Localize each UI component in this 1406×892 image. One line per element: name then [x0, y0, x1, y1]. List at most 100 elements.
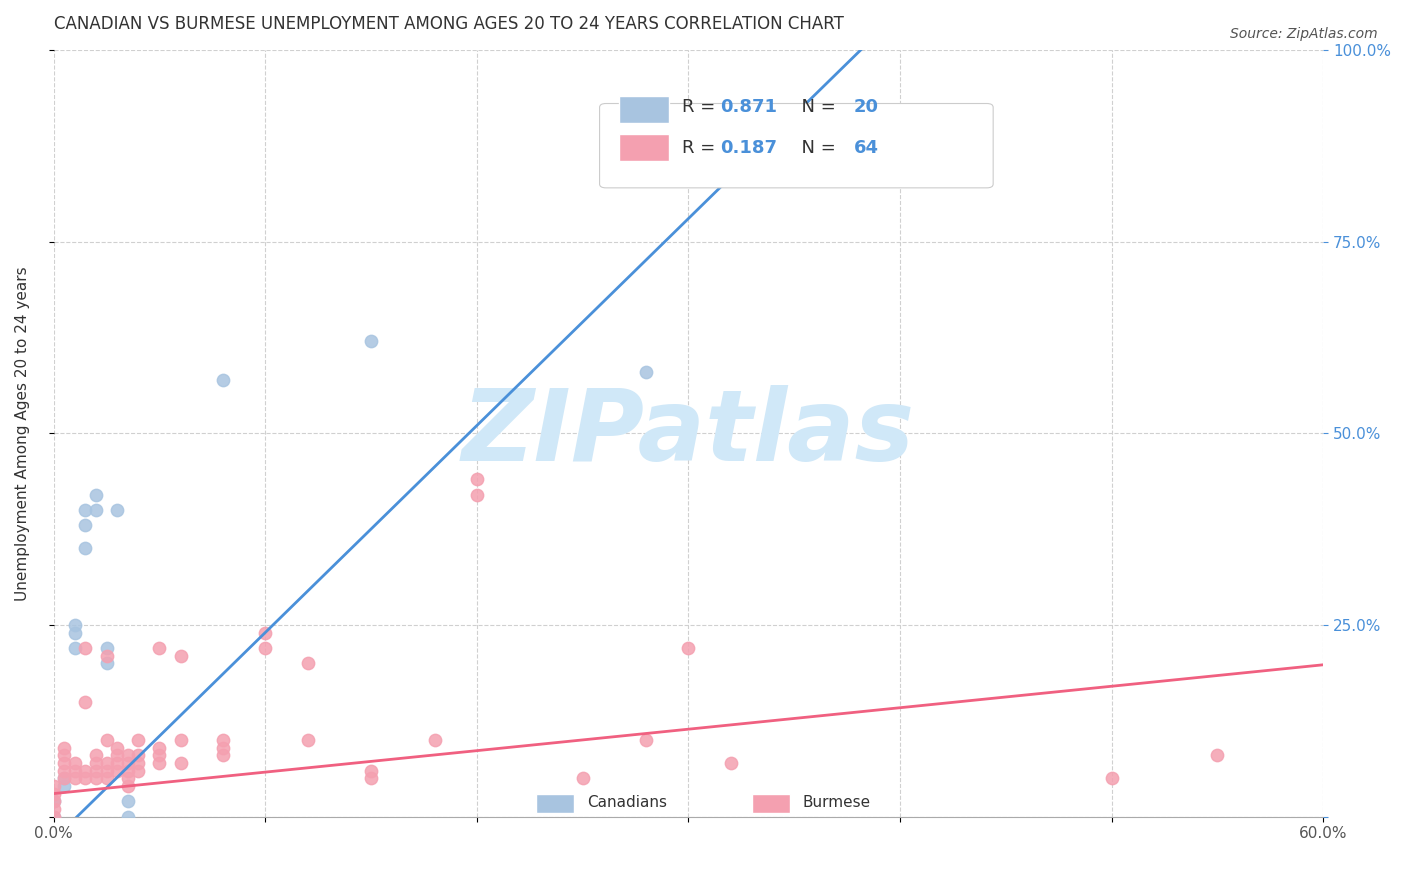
- Point: [636, 365, 658, 379]
- Point: [169, 756, 191, 770]
- Bar: [619, 95, 669, 123]
- Point: [42, 802, 65, 816]
- Point: [84, 771, 107, 785]
- Point: [63, 625, 86, 640]
- Text: Burmese: Burmese: [803, 796, 870, 810]
- Point: [1206, 748, 1229, 763]
- Point: [96, 648, 118, 663]
- Point: [212, 740, 235, 755]
- Text: Canadians: Canadians: [586, 796, 666, 810]
- Point: [678, 640, 700, 655]
- Point: [75, 541, 97, 556]
- Point: [117, 771, 139, 785]
- Point: [212, 733, 235, 747]
- Text: 20: 20: [853, 98, 879, 116]
- Text: ZIPatlas: ZIPatlas: [463, 384, 915, 482]
- Point: [75, 503, 97, 517]
- Point: [42, 779, 65, 793]
- Point: [63, 771, 86, 785]
- Point: [105, 748, 128, 763]
- Point: [636, 733, 658, 747]
- Point: [63, 756, 86, 770]
- Point: [127, 764, 149, 778]
- Point: [212, 372, 235, 386]
- Point: [63, 618, 86, 632]
- Point: [53, 740, 76, 755]
- Point: [84, 764, 107, 778]
- Point: [148, 748, 170, 763]
- Point: [75, 771, 97, 785]
- Point: [127, 733, 149, 747]
- Point: [84, 756, 107, 770]
- Point: [117, 809, 139, 823]
- Point: [96, 733, 118, 747]
- Point: [1101, 771, 1123, 785]
- Point: [465, 487, 488, 501]
- Point: [53, 771, 76, 785]
- Point: [169, 733, 191, 747]
- Point: [75, 695, 97, 709]
- Point: [96, 756, 118, 770]
- Text: R =: R =: [682, 98, 721, 116]
- Point: [84, 487, 107, 501]
- FancyBboxPatch shape: [599, 103, 993, 188]
- Point: [96, 657, 118, 671]
- Y-axis label: Unemployment Among Ages 20 to 24 years: Unemployment Among Ages 20 to 24 years: [15, 266, 30, 600]
- Point: [42, 809, 65, 823]
- Point: [63, 764, 86, 778]
- Bar: [536, 794, 574, 813]
- Point: [63, 640, 86, 655]
- Point: [148, 740, 170, 755]
- Point: [169, 648, 191, 663]
- Point: [297, 733, 319, 747]
- Point: [360, 764, 382, 778]
- Point: [423, 733, 446, 747]
- Point: [53, 756, 76, 770]
- Point: [254, 640, 277, 655]
- Text: Source: ZipAtlas.com: Source: ZipAtlas.com: [1230, 27, 1378, 41]
- Point: [465, 472, 488, 486]
- Point: [212, 748, 235, 763]
- Point: [53, 771, 76, 785]
- Text: 64: 64: [853, 139, 879, 157]
- Point: [254, 625, 277, 640]
- Point: [75, 640, 97, 655]
- Text: 0.871: 0.871: [720, 98, 778, 116]
- Point: [105, 764, 128, 778]
- Text: 0.187: 0.187: [720, 139, 778, 157]
- Text: CANADIAN VS BURMESE UNEMPLOYMENT AMONG AGES 20 TO 24 YEARS CORRELATION CHART: CANADIAN VS BURMESE UNEMPLOYMENT AMONG A…: [53, 15, 844, 33]
- Point: [96, 764, 118, 778]
- Point: [117, 748, 139, 763]
- Point: [42, 809, 65, 823]
- Point: [360, 771, 382, 785]
- Point: [117, 764, 139, 778]
- Point: [42, 794, 65, 808]
- Point: [53, 748, 76, 763]
- Bar: [619, 134, 669, 161]
- Point: [75, 518, 97, 533]
- Point: [53, 779, 76, 793]
- Point: [84, 748, 107, 763]
- Text: N =: N =: [790, 98, 842, 116]
- Point: [105, 503, 128, 517]
- Point: [42, 794, 65, 808]
- Point: [148, 756, 170, 770]
- Text: R =: R =: [682, 139, 721, 157]
- Point: [297, 657, 319, 671]
- Point: [360, 334, 382, 349]
- Point: [127, 748, 149, 763]
- Point: [84, 503, 107, 517]
- Point: [105, 740, 128, 755]
- Point: [148, 640, 170, 655]
- Point: [42, 787, 65, 801]
- Point: [117, 779, 139, 793]
- Point: [105, 756, 128, 770]
- Text: N =: N =: [790, 139, 842, 157]
- Point: [117, 756, 139, 770]
- Point: [117, 794, 139, 808]
- Point: [53, 764, 76, 778]
- Point: [75, 764, 97, 778]
- Point: [571, 771, 593, 785]
- Point: [96, 640, 118, 655]
- Bar: [752, 794, 790, 813]
